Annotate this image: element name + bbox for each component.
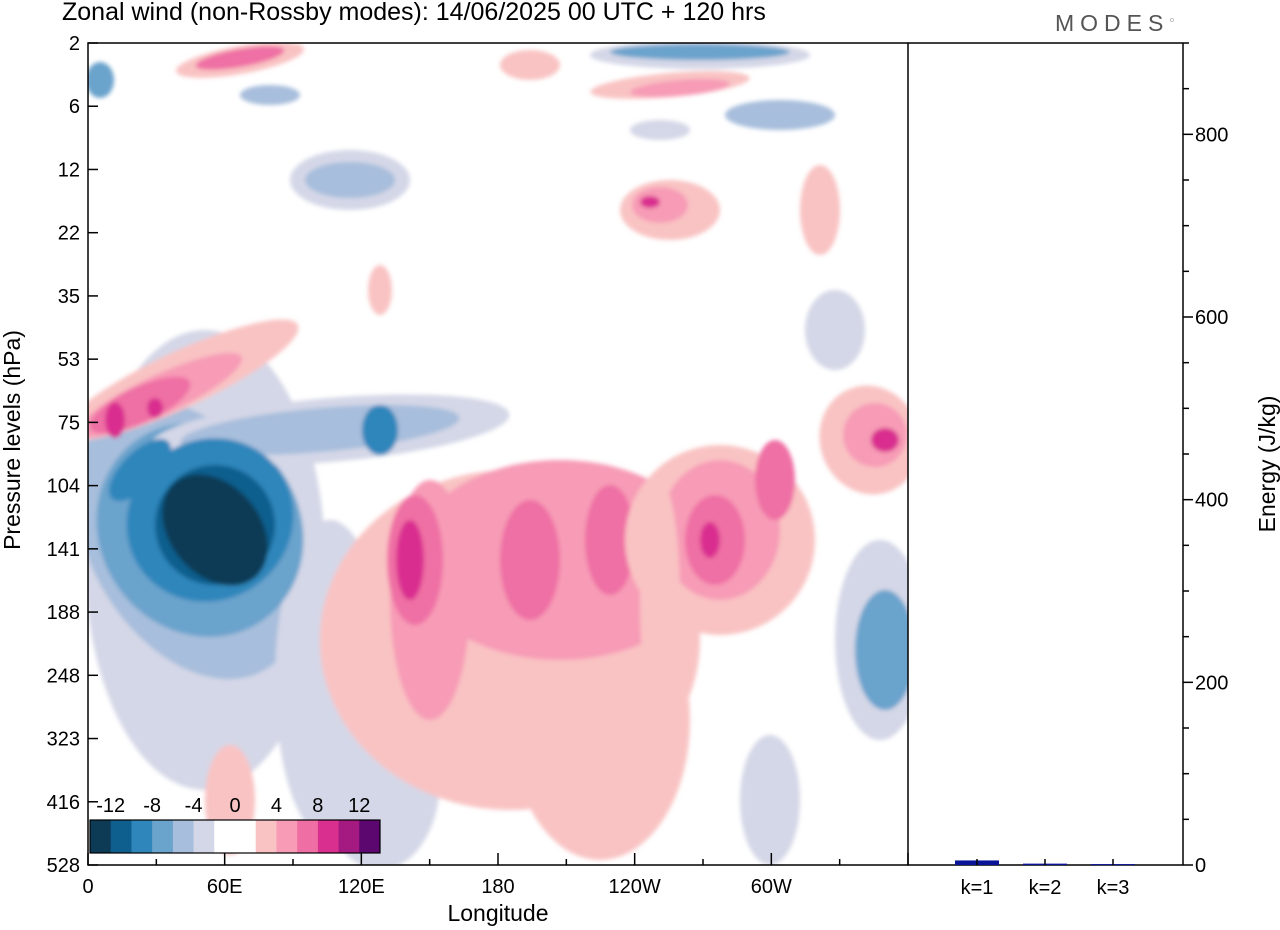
neg-patch xyxy=(855,590,908,710)
logo-text: MODES xyxy=(1055,10,1170,36)
pos-patch xyxy=(147,398,163,418)
bar-category-label: k=3 xyxy=(1097,877,1130,899)
energy-bar-panel: 0 200 400 600 800 Energy (J/kg) k=1 k=2 k=3 xyxy=(908,42,1280,899)
heatmap-field xyxy=(88,43,908,865)
x-tick-label: 120E xyxy=(338,876,385,898)
y-tick-label: 188 xyxy=(47,602,80,624)
colorbar: -12 -8 -4 0 4 8 12 xyxy=(89,795,381,854)
pos-patch xyxy=(195,46,285,70)
y-axis-label: Pressure levels (hPa) xyxy=(0,330,25,550)
energy-tick-label: 800 xyxy=(1195,124,1228,146)
neg-patch xyxy=(725,100,835,130)
neg-patch xyxy=(740,735,800,865)
y-tick-label: 53 xyxy=(58,349,80,371)
bar-category-label: k=2 xyxy=(1029,877,1062,899)
colorbar-swatch xyxy=(214,820,236,853)
pos-patch xyxy=(396,520,424,600)
y-tick-label: 6 xyxy=(69,96,80,118)
pos-patch xyxy=(368,265,392,315)
colorbar-tick-label: 0 xyxy=(229,795,240,817)
colorbar-swatch xyxy=(255,820,277,853)
colorbar-swatch xyxy=(131,820,153,853)
pos-patch xyxy=(630,78,730,98)
y-tick-label: 12 xyxy=(58,159,80,181)
contour-fill xyxy=(88,43,908,865)
x-axis-label: Longitude xyxy=(447,900,548,926)
colorbar-swatch xyxy=(317,820,340,853)
energy-tick-label: 600 xyxy=(1195,307,1228,329)
colorbar-tick-label: -4 xyxy=(185,795,203,817)
energy-tick-label: 200 xyxy=(1195,672,1228,694)
pos-patch xyxy=(640,480,680,720)
pos-patch xyxy=(500,500,560,620)
pos-patch xyxy=(585,485,635,595)
neg-patch xyxy=(305,162,395,198)
colorbar-tick-label: 4 xyxy=(271,795,282,817)
pos-patch xyxy=(640,196,660,208)
x-tick-label: 60E xyxy=(207,876,243,898)
pos-patch xyxy=(632,187,688,223)
y-tick-label: 22 xyxy=(58,223,80,245)
colorbar-tick-label: -12 xyxy=(96,795,125,817)
neg-patch xyxy=(88,62,114,98)
pos-patch xyxy=(700,522,720,558)
y-tick-label: 323 xyxy=(47,729,80,751)
neg-patch xyxy=(362,405,398,455)
colorbar-swatch xyxy=(359,820,381,853)
energy-axis-label: Energy (J/kg) xyxy=(1254,396,1280,533)
energy-tick-label: 400 xyxy=(1195,490,1228,512)
colorbar-tick-label: -8 xyxy=(143,795,161,817)
neg-patch xyxy=(162,474,268,586)
y-tick-label: 248 xyxy=(47,665,80,687)
bar-category-label: k=1 xyxy=(961,877,994,899)
colorbar-swatch xyxy=(172,820,195,853)
colorbar-swatch xyxy=(276,820,298,853)
y-tick-label: 141 xyxy=(47,539,80,561)
y-tick-label: 75 xyxy=(58,412,80,434)
energy-tick-label: 0 xyxy=(1195,855,1206,877)
colorbar-frame xyxy=(89,819,381,854)
pos-patch xyxy=(755,440,795,520)
colorbar-swatch xyxy=(193,820,215,853)
y-tick-label: 416 xyxy=(47,792,80,814)
x-tick-label: 0 xyxy=(82,876,93,898)
colorbar-swatch xyxy=(338,820,360,853)
modes-logo: MODES○ xyxy=(1055,10,1175,36)
neg-patch xyxy=(610,44,790,60)
y-tick-label: 35 xyxy=(58,286,80,308)
chart-title: Zonal wind (non-Rossby modes): 14/06/202… xyxy=(62,0,766,26)
colorbar-swatch xyxy=(235,820,257,853)
y-tick-label: 104 xyxy=(47,476,80,498)
colorbar-swatch xyxy=(152,820,174,853)
colorbar-tick-label: 8 xyxy=(312,795,323,817)
y-tick-label: 2 xyxy=(69,33,80,55)
x-tick-label: 180 xyxy=(481,876,514,898)
x-tick-label: 60W xyxy=(751,876,792,898)
neg-patch xyxy=(240,85,300,105)
neg-patch xyxy=(108,438,172,502)
x-tick-label: 120W xyxy=(609,876,661,898)
colorbar-swatch xyxy=(110,820,132,853)
pos-patch xyxy=(871,428,899,452)
colorbar-swatch xyxy=(297,820,319,853)
pos-patch xyxy=(105,402,125,438)
pos-patch xyxy=(500,50,560,80)
colorbar-swatch xyxy=(90,820,112,853)
neg-patch xyxy=(630,120,690,140)
neg-patch xyxy=(805,290,865,370)
colorbar-tick-label: 12 xyxy=(348,795,370,817)
y-tick-label: 528 xyxy=(47,855,80,877)
pos-patch xyxy=(800,165,840,255)
